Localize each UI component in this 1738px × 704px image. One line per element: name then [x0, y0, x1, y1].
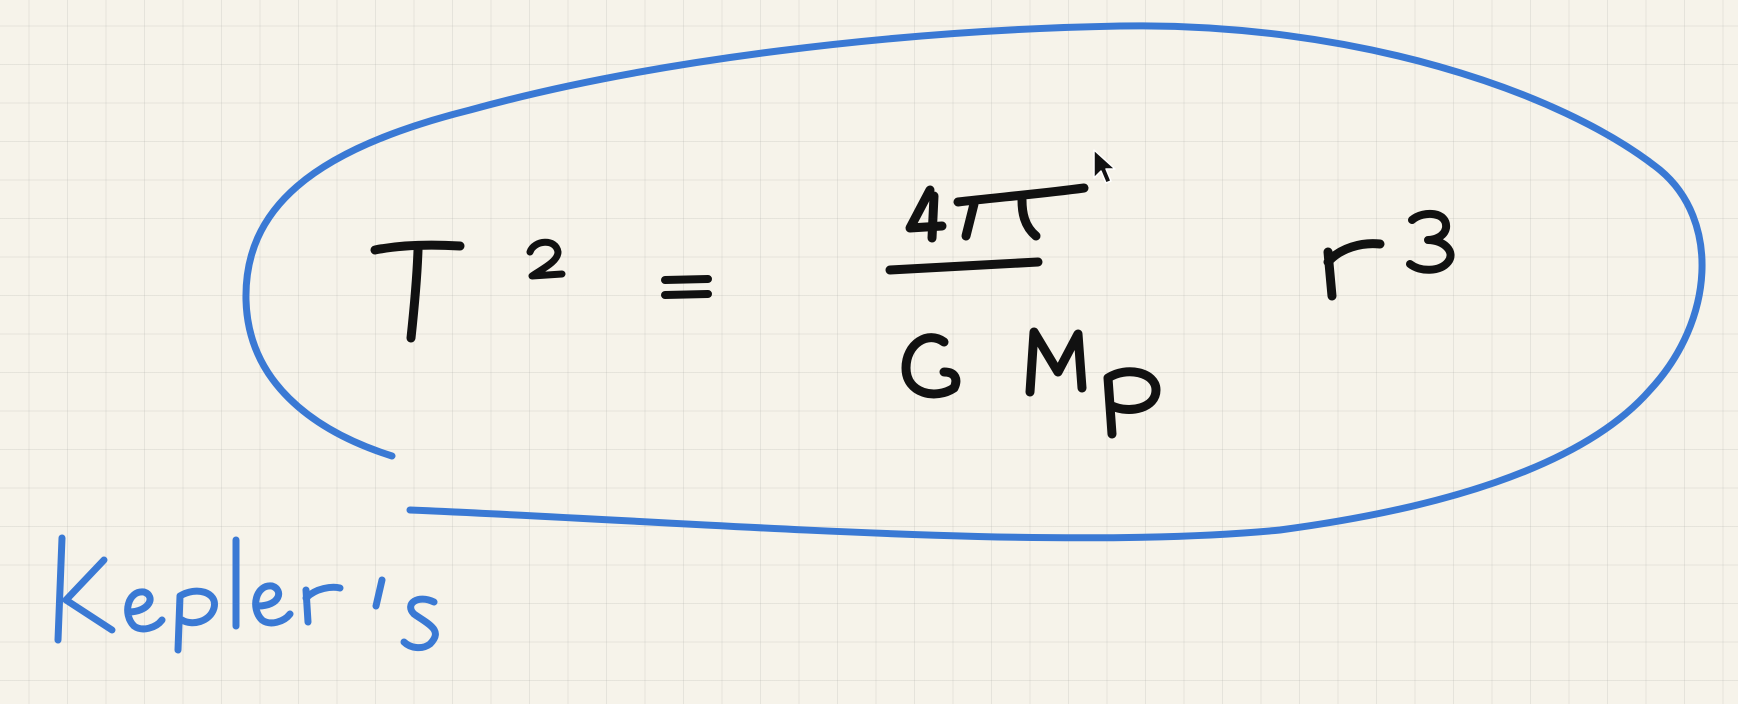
- annotation-keplers: [54, 534, 439, 654]
- exponent-3: [1406, 209, 1455, 274]
- equals-sign: [661, 275, 712, 299]
- symbol-T: [370, 240, 465, 343]
- fraction-bar: [885, 257, 1043, 275]
- exponent-2: [526, 238, 566, 280]
- mouse-pointer-icon: [1093, 149, 1116, 184]
- denominator-G: [901, 333, 961, 399]
- subscript-p: [1103, 367, 1161, 439]
- numerator-4pi: [905, 183, 1089, 243]
- enclosing-loop: [242, 22, 1706, 542]
- symbol-r: [1323, 239, 1385, 301]
- denominator-M: [1025, 327, 1087, 397]
